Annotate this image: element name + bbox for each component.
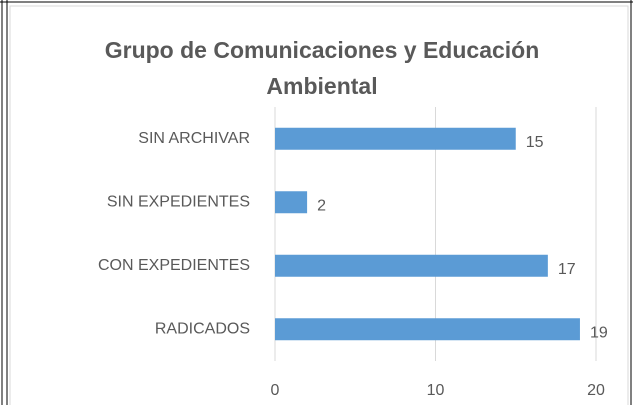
y-tick-label: RADICADOS [155, 320, 250, 337]
y-tick-label: SIN ARCHIVAR [138, 130, 250, 147]
x-tick-label: 10 [427, 382, 445, 399]
chart-title: Grupo de Comunicaciones y Educación Ambi… [104, 37, 540, 99]
data-label: 15 [526, 134, 544, 151]
y-tick-label: CON EXPEDIENTES [98, 257, 250, 274]
bar [275, 318, 580, 341]
bar [275, 191, 308, 214]
x-tick-label: 0 [271, 382, 280, 399]
bar [275, 127, 516, 150]
y-tick-label: SIN EXPEDIENTES [107, 193, 250, 210]
data-label: 19 [590, 324, 608, 341]
chart-border [9, 5, 629, 405]
bar [275, 254, 548, 277]
x-tick-label: 20 [587, 382, 605, 399]
data-label: 17 [558, 261, 576, 278]
data-label: 2 [317, 197, 326, 214]
